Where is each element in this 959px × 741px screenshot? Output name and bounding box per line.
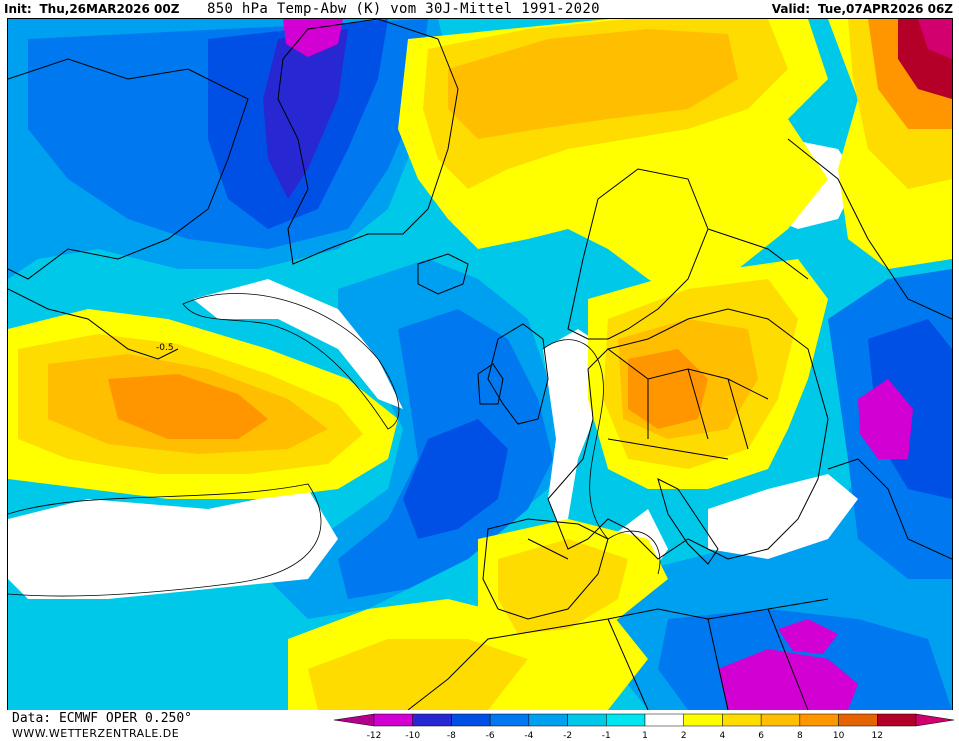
anomaly-region-neg-deep-greenland — [263, 29, 348, 199]
anomaly-region-pos-2-iberia — [498, 539, 628, 634]
valid-time: Valid: Tue,07APR2026 06Z — [771, 2, 953, 16]
iberia-coastline — [482, 518, 609, 620]
iceland-coastline — [417, 253, 469, 295]
legend-tick-label: -2 — [563, 731, 572, 741]
northern-border-lines — [707, 138, 952, 320]
anomaly-region-neg-extreme-southeast — [778, 619, 838, 654]
color-legend: -12 -10 -8 -6 -4 -2 -1 1 2 4 6 8 10 12 — [334, 713, 955, 741]
legend-swatch — [451, 713, 491, 727]
labrador-coastline — [8, 288, 179, 360]
temperature-anomaly-map: -0.5 — [7, 18, 953, 711]
isoline-contour-atlantic — [8, 483, 322, 597]
coastline-layer — [8, 19, 952, 710]
legend-swatch — [722, 713, 762, 727]
scandinavia-coastline — [567, 168, 709, 340]
legend-swatch — [644, 713, 684, 727]
legend-swatch — [489, 713, 530, 727]
anomaly-region-neg-extreme-east — [858, 379, 913, 459]
british-isles-coastline — [487, 323, 549, 425]
isoline-label: -0.5 — [156, 343, 174, 353]
anomaly-region-neg-extreme-south — [718, 649, 858, 710]
anomaly-region-neutral-channel — [543, 329, 668, 579]
legend-tick-label: -6 — [486, 731, 495, 741]
legend-swatch — [412, 713, 452, 727]
anomaly-region-neutral-balkan — [708, 474, 858, 559]
chart-title: 850 hPa Temp-Abw (K) vom 30J-Mittel 1991… — [207, 1, 600, 17]
legend-swatch — [838, 713, 878, 727]
anomaly-region-pos-4-north — [448, 29, 738, 139]
legend-tick-label: 4 — [720, 731, 726, 741]
isoline-contour-labrador — [182, 293, 400, 430]
legend-swatch — [683, 713, 723, 727]
legend-swatch — [606, 713, 646, 727]
website-label: WWW.WETTERZENTRALE.DE — [12, 727, 180, 740]
anomaly-region-neutral-atlantic-south — [8, 489, 338, 599]
anomaly-region-pos-6-west-atlantic — [108, 374, 268, 439]
anomaly-region-neg-extreme-north — [283, 19, 343, 57]
isoline-contour-channel — [542, 339, 661, 575]
anomaly-region-neg-light-southeast — [608, 279, 952, 710]
legend-tick-label: 6 — [758, 731, 764, 741]
east-coastline — [827, 458, 952, 560]
legend-swatch — [567, 713, 607, 727]
init-time: Init: Thu,26MAR2026 00Z — [4, 2, 180, 16]
italy-coastline — [657, 478, 719, 565]
legend-swatch — [528, 713, 568, 727]
legend-tick-label: -8 — [447, 731, 456, 741]
legend-tick-label: 10 — [833, 731, 845, 741]
canada-coastline — [8, 58, 249, 280]
legend-tick-label: 2 — [681, 731, 687, 741]
chart-header: Init: Thu,26MAR2026 00Z 850 hPa Temp-Abw… — [0, 0, 959, 18]
anomaly-region-pos-12-northeast — [918, 19, 952, 59]
legend-tick-label: -1 — [602, 731, 611, 741]
anomaly-region-pos-2-africa — [308, 639, 528, 710]
anomaly-region-neg-strong-biscay — [403, 419, 508, 539]
legend-swatch — [877, 713, 917, 727]
greenland-coastline — [277, 19, 459, 265]
legend-arrow-low — [334, 713, 375, 727]
legend-tick-label: -10 — [405, 731, 420, 741]
legend-tick-label: 12 — [872, 731, 883, 741]
continental-coastline — [547, 308, 829, 560]
national-borders-europe — [527, 348, 809, 710]
legend-swatch — [799, 713, 839, 727]
data-source-label: Data: ECMWF OPER 0.250° — [12, 711, 193, 726]
legend-arrow-high — [915, 713, 955, 727]
legend-swatch — [373, 713, 413, 727]
legend-tick-label: 1 — [642, 731, 648, 741]
isoline-layer — [8, 293, 661, 597]
ireland-coastline — [477, 363, 504, 405]
legend-swatch — [760, 713, 801, 727]
anomaly-region-neutral-labrador — [193, 279, 403, 409]
legend-tick-label: -4 — [524, 731, 533, 741]
legend-tick-label: -12 — [367, 731, 382, 741]
chart-footer: Data: ECMWF OPER 0.250° WWW.WETTERZENTRA… — [0, 710, 959, 741]
legend-tick-label: 8 — [797, 731, 803, 741]
